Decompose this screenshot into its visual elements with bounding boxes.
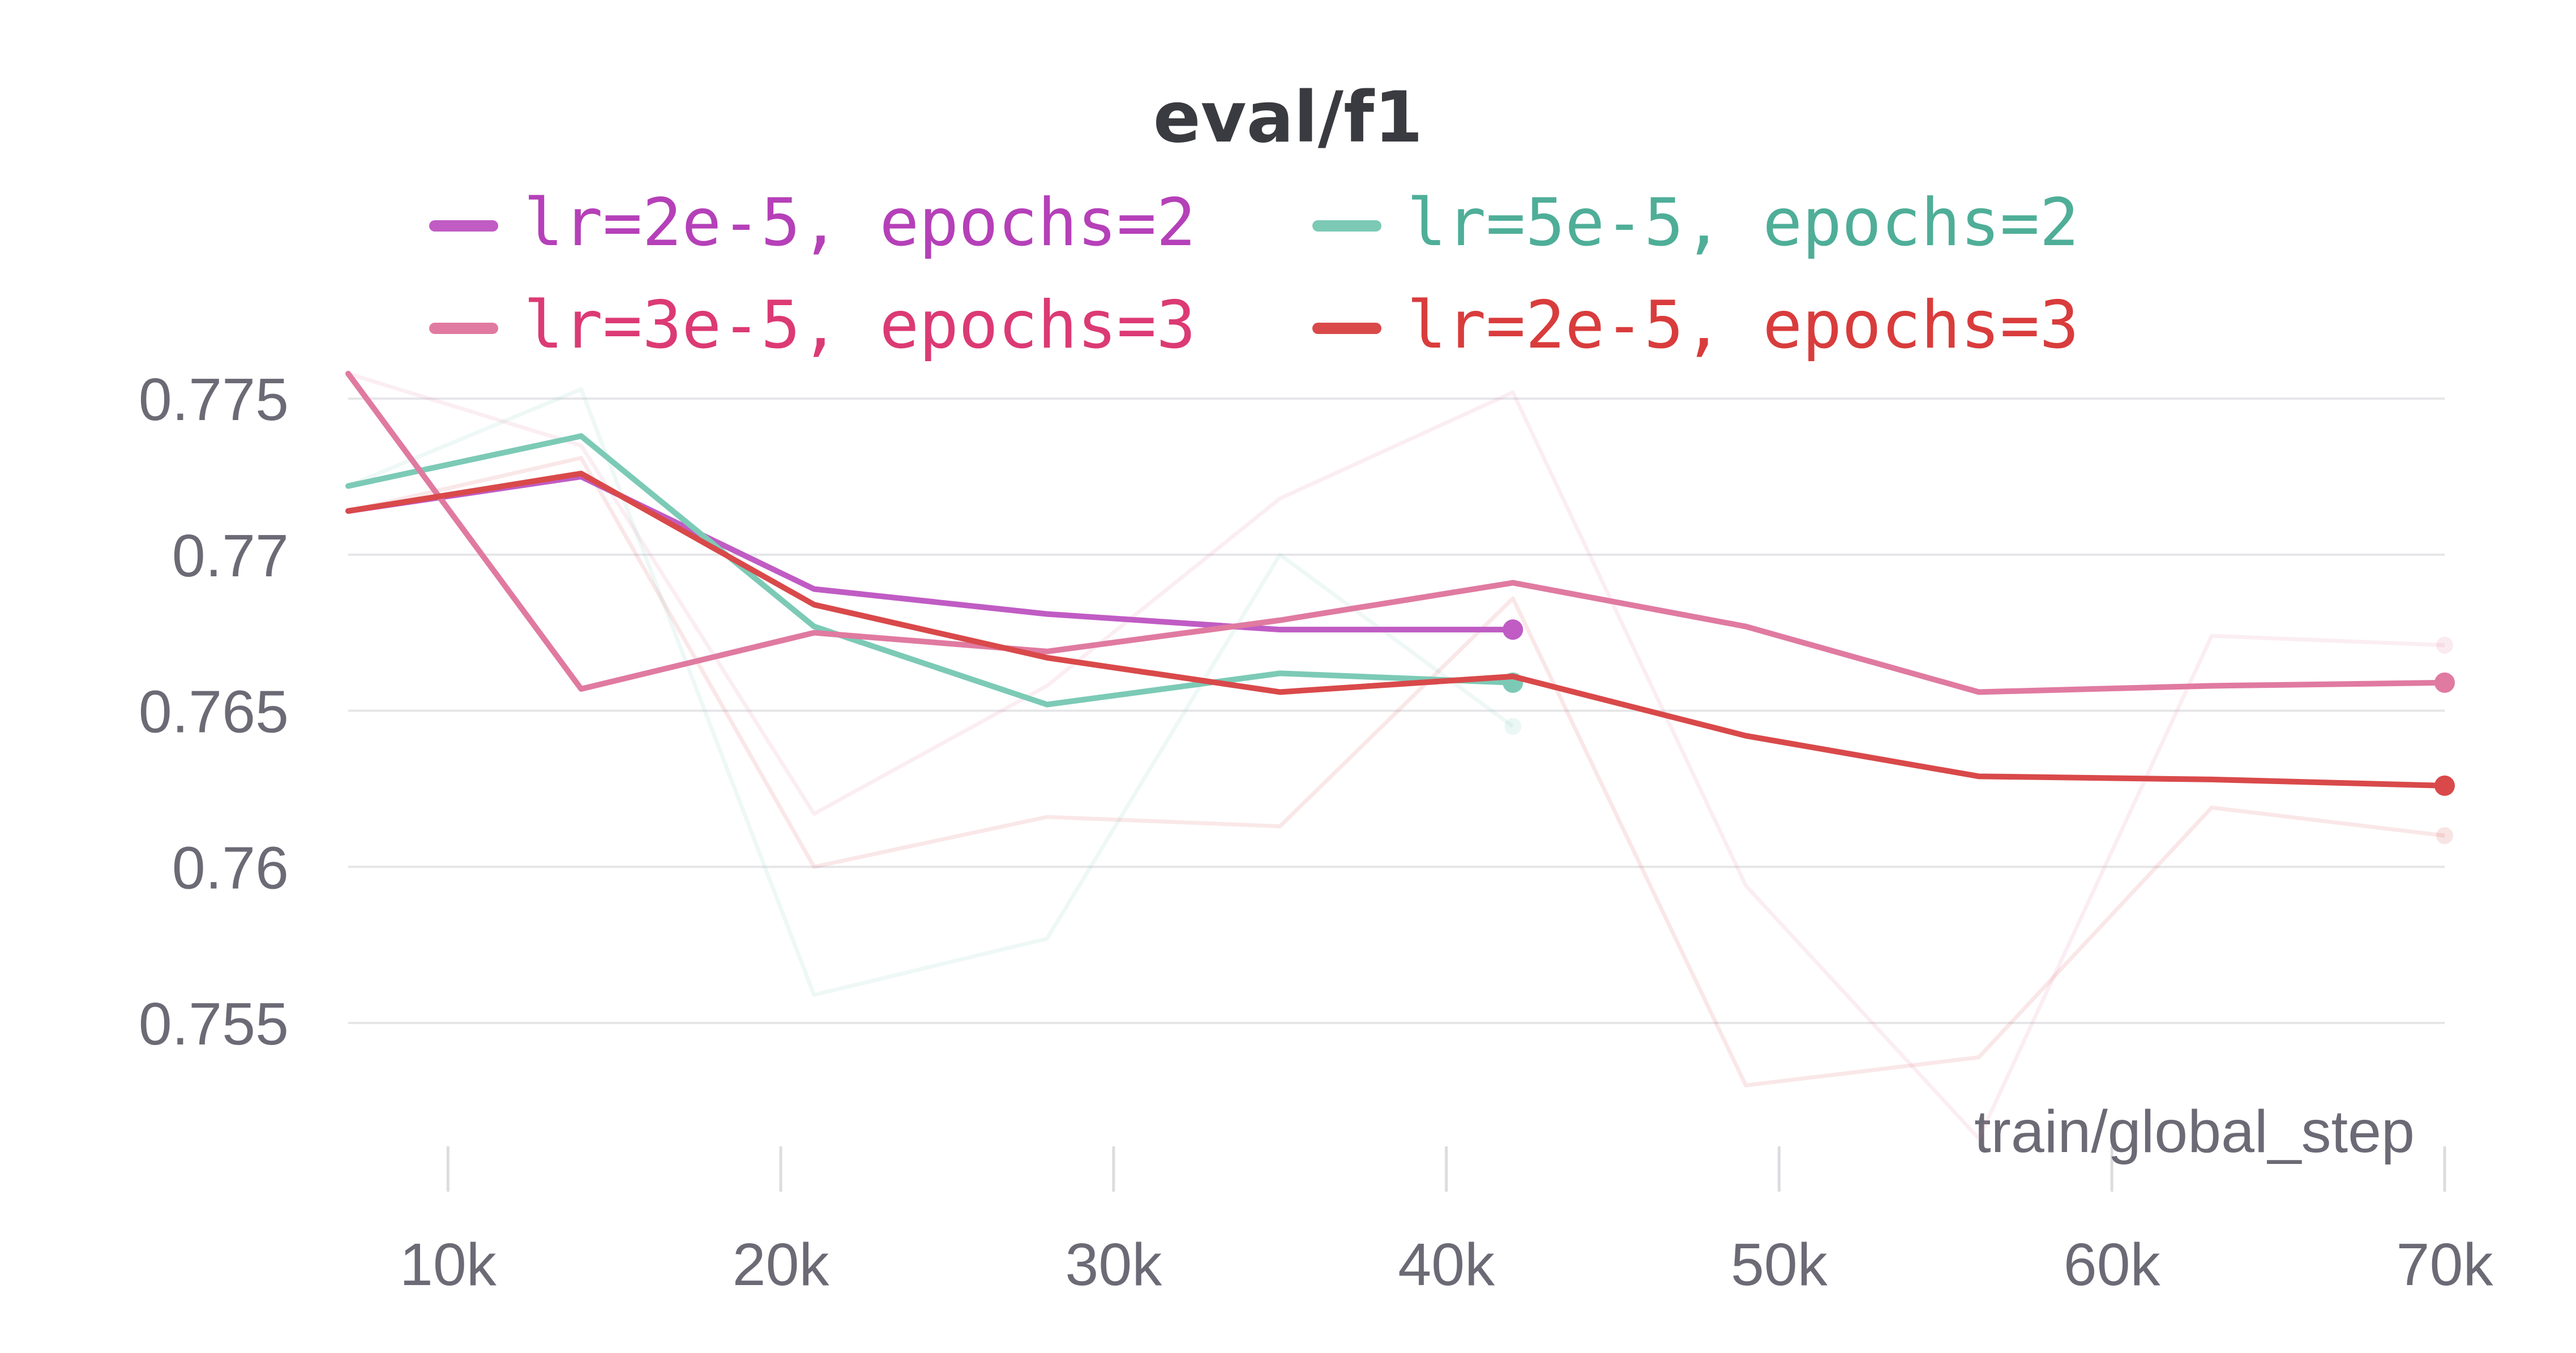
legend-label: lr=3e-5, epochs=3 xyxy=(524,287,1196,363)
series-end-point[interactable] xyxy=(2434,775,2455,796)
x-tick-label: 30k xyxy=(1065,1231,1162,1298)
y-tick-label: 0.76 xyxy=(172,834,289,901)
gridlines xyxy=(348,397,2445,1024)
legend-swatch xyxy=(1312,220,1381,232)
legend-item[interactable]: lr=5e-5, epochs=2 xyxy=(1312,185,2079,261)
series-line[interactable] xyxy=(345,470,2447,789)
legend-swatch xyxy=(429,323,498,334)
legend-label: lr=5e-5, epochs=2 xyxy=(1407,185,2079,261)
x-tick-label: 60k xyxy=(2064,1231,2161,1298)
x-tick-label: 70k xyxy=(2397,1231,2494,1298)
chart-title: eval/f1 xyxy=(1153,77,1423,159)
legend: lr=2e-5, epochs=2 lr=5e-5, epochs=2 lr=3… xyxy=(429,185,2079,363)
raw-end-point xyxy=(2436,827,2453,845)
series-end-point[interactable] xyxy=(2434,672,2455,693)
y-tick-label: 0.755 xyxy=(139,991,289,1057)
raw-end-point xyxy=(2436,636,2453,654)
x-tick-label: 20k xyxy=(733,1231,830,1298)
legend-item[interactable]: lr=2e-5, epochs=2 xyxy=(429,185,1196,261)
x-tick-label: 10k xyxy=(400,1231,497,1298)
legend-item[interactable]: lr=3e-5, epochs=3 xyxy=(429,287,1196,363)
series-end-point[interactable] xyxy=(1503,619,1524,640)
legend-swatch xyxy=(429,220,498,232)
series-line[interactable] xyxy=(345,433,1516,708)
legend-swatch xyxy=(1312,323,1381,334)
x-tick-label: 50k xyxy=(1731,1231,1828,1298)
y-tick-label: 0.765 xyxy=(139,679,289,746)
y-axis: 0.755 0.76 0.765 0.77 0.775 xyxy=(139,366,289,1057)
legend-item[interactable]: lr=2e-5, epochs=3 xyxy=(1312,287,2079,363)
raw-end-point xyxy=(1504,718,1522,735)
legend-label: lr=2e-5, epochs=2 xyxy=(524,185,1196,261)
y-tick-label: 0.775 xyxy=(139,366,289,433)
raw-series-line xyxy=(348,456,2445,1087)
legend-label: lr=2e-5, epochs=3 xyxy=(1407,287,2079,363)
raw-series-line xyxy=(347,371,2445,1141)
x-axis-label: train/global_step xyxy=(1974,1098,2415,1165)
smoothed-series-lines xyxy=(345,371,2455,796)
x-tick-label: 40k xyxy=(1398,1231,1495,1298)
y-tick-label: 0.77 xyxy=(172,523,289,589)
series-line[interactable] xyxy=(345,371,2447,695)
x-axis: 10k 20k 30k 40k 50k 60k 70k xyxy=(400,1146,2494,1298)
raw-series-line xyxy=(347,387,1514,997)
